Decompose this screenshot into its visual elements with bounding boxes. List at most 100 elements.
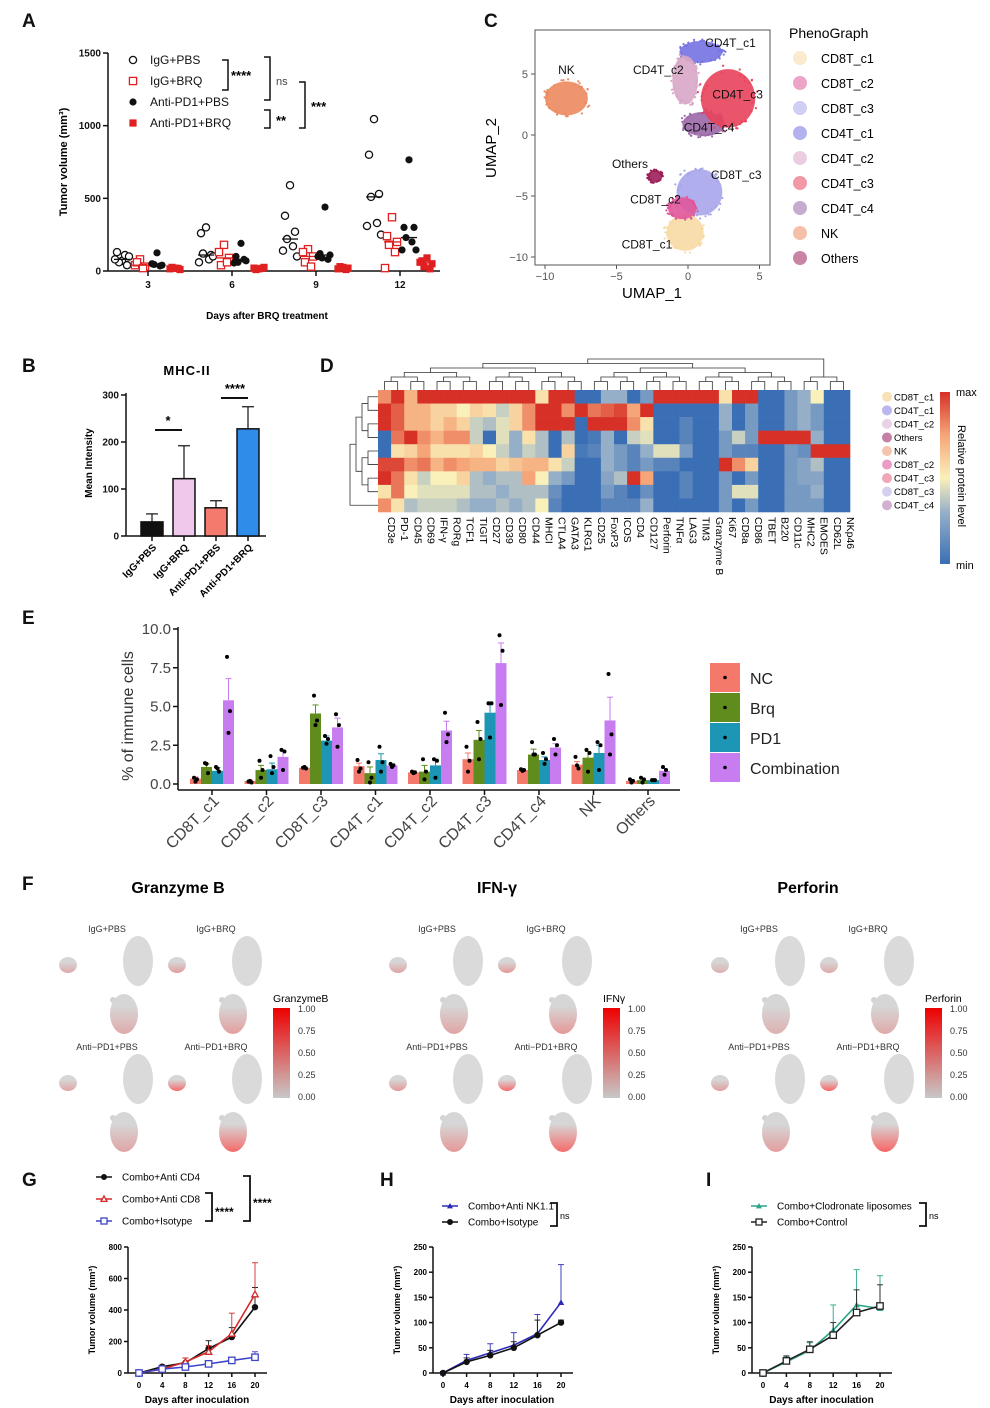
cell-point — [681, 54, 685, 58]
heatmap-cell — [705, 403, 720, 418]
heatmap-cell — [836, 484, 851, 499]
row-swatch — [882, 473, 892, 484]
y-tick-label: −10 — [509, 252, 528, 264]
heatmap-cell — [653, 430, 667, 445]
heatmap-cell — [810, 457, 825, 472]
replicate-point — [226, 730, 231, 735]
replicate-point — [489, 701, 494, 706]
row-swatch — [882, 459, 892, 470]
replicate-point — [337, 723, 341, 728]
heatmap-cell — [732, 471, 746, 486]
heatmap-cell — [771, 390, 785, 404]
replicate-point — [629, 780, 634, 785]
data-point — [782, 1357, 791, 1365]
legend-swatch — [793, 51, 807, 65]
heatmap-cell — [574, 498, 589, 513]
heatmap-cell — [640, 417, 654, 431]
cell-point — [698, 223, 701, 226]
column-label: CD45 — [411, 517, 423, 544]
heatmap-cell — [810, 484, 825, 499]
column-label: PD-1 — [398, 517, 410, 541]
legend-label: Combo+Isotype — [122, 1217, 193, 1228]
data-point — [204, 1347, 213, 1355]
data-point — [336, 263, 344, 271]
heatmap-cell — [784, 403, 798, 418]
heatmap-cell — [614, 417, 628, 431]
heatmap-cell — [823, 471, 838, 486]
cluster-blob — [679, 41, 723, 64]
heatmap-cell — [404, 498, 418, 513]
heatmap-cell — [430, 444, 444, 459]
data-point — [219, 240, 229, 250]
row-label: CD4T_c4 — [894, 501, 934, 512]
cell-point — [682, 128, 685, 132]
heatmap-cell — [509, 471, 523, 486]
data-point — [196, 228, 206, 238]
cell-point — [735, 126, 738, 130]
data-point — [122, 260, 132, 270]
replicate-point — [335, 744, 340, 749]
legend-label: CD4T_c3 — [821, 177, 874, 191]
column-label: IFN-γ — [438, 517, 450, 543]
series-line — [762, 1305, 881, 1374]
heatmap-cell — [600, 498, 615, 513]
replicate-point — [313, 723, 318, 728]
column-label: CD4 — [634, 517, 646, 538]
legend-label: NC — [750, 671, 773, 688]
heatmap-cell — [732, 390, 746, 404]
y-axis-label: Tumor volume (mm³) — [711, 1266, 721, 1355]
cell-point — [691, 102, 695, 105]
row-dendrogram — [349, 443, 378, 506]
heatmap-cell — [535, 457, 549, 472]
heatmap-cell — [496, 444, 510, 459]
heatmap-cell — [482, 484, 497, 499]
data-point — [251, 1353, 259, 1362]
cell-point — [686, 44, 689, 47]
replicate-point — [573, 754, 578, 759]
umap-cluster-CD8T_c2 — [665, 195, 699, 221]
data-point — [288, 242, 298, 251]
column-label: CD62L — [831, 517, 843, 550]
replicate-point — [595, 740, 600, 745]
replicate-point — [424, 769, 428, 774]
replicate-point — [443, 710, 447, 715]
cell-point — [707, 213, 710, 216]
cell-point — [553, 84, 556, 87]
column-label: CD44 — [529, 517, 541, 544]
cell-point — [720, 50, 724, 54]
cell-point — [699, 40, 702, 43]
heatmap-cell — [784, 498, 798, 513]
heatmap-cell — [430, 403, 444, 418]
significance-bracket — [550, 1202, 558, 1227]
heatmap-cell — [391, 430, 405, 445]
heatmap-cell — [378, 457, 392, 472]
column-label: LAG3 — [687, 517, 699, 544]
heatmap-cell — [509, 498, 523, 513]
heatmap-cell — [600, 390, 615, 404]
cell-point — [665, 226, 669, 229]
heatmap-cell — [509, 484, 523, 499]
colorbar-tick-label: 0.25 — [298, 1070, 316, 1080]
data-point — [852, 1308, 861, 1317]
bar-Combination — [332, 727, 343, 784]
heatmap-cell — [509, 430, 523, 445]
heatmap-cell — [600, 417, 615, 431]
x-tick-label: 8 — [808, 1381, 813, 1390]
heatmap-cell — [758, 457, 772, 472]
replicate-point — [433, 775, 438, 780]
y-tick-label: 400 — [109, 1306, 123, 1315]
cell-point — [677, 60, 681, 64]
heatmap-cell — [705, 498, 720, 513]
heatmap-cell — [705, 471, 720, 486]
y-axis-label: Tumor volume (mm³) — [87, 1266, 97, 1355]
legend-dot — [723, 675, 727, 680]
cell-point — [665, 209, 668, 212]
heatmap-cell — [823, 444, 838, 459]
heatmap-cell — [627, 403, 641, 418]
heatmap-cell — [692, 417, 707, 431]
replicate-point — [323, 733, 327, 738]
replicate-point — [312, 693, 316, 698]
heatmap-cell — [640, 444, 654, 459]
cell-point — [679, 183, 682, 187]
column-dendrogram — [567, 381, 582, 390]
